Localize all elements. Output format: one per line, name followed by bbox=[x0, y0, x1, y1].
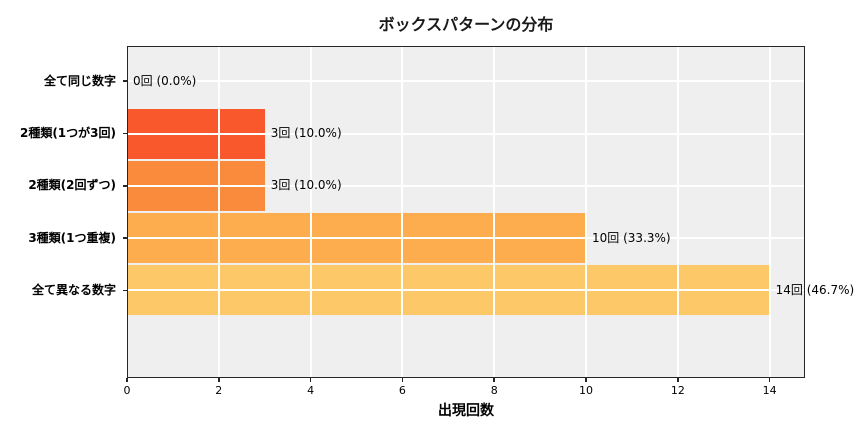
bar-value-label: 14回 (46.7%) bbox=[775, 282, 855, 297]
x-tick-mark bbox=[677, 378, 679, 382]
gridline-v bbox=[217, 46, 220, 378]
gridline-v bbox=[493, 46, 496, 378]
plot-area: 0回 (0.0%) 3回 (10.0%) 3回 (10.0%) 10回 (33.3%)… bbox=[127, 46, 854, 378]
y-tick-mark bbox=[123, 80, 127, 83]
gridline-v bbox=[585, 46, 588, 378]
gridline-v bbox=[676, 46, 679, 378]
y-tick-label: 2種類(1つが3回) bbox=[19, 126, 116, 141]
x-tick-label: 6 bbox=[398, 384, 406, 397]
gridline-v bbox=[401, 46, 404, 378]
x-tick-label: 10 bbox=[579, 384, 594, 397]
bar-value-label: 3回 (10.0%) bbox=[270, 126, 342, 141]
x-tick-label: 0 bbox=[123, 384, 131, 397]
gridline-h bbox=[127, 80, 805, 83]
x-tick-mark bbox=[126, 378, 128, 382]
y-tick-label: 3種類(1つ重複) bbox=[28, 230, 116, 245]
x-tick-mark bbox=[493, 378, 496, 382]
x-tick-mark bbox=[218, 378, 220, 382]
x-tick-label: 4 bbox=[307, 384, 315, 397]
x-axis-label: 出現回数 bbox=[438, 403, 494, 419]
gridline-h bbox=[127, 237, 805, 240]
bar-value-label: 10回 (33.3%) bbox=[592, 230, 671, 245]
bar-value-label: 0回 (0.0%) bbox=[133, 73, 197, 88]
plot-border bbox=[127, 46, 805, 378]
gridline-h bbox=[127, 184, 805, 187]
gridline-h bbox=[127, 289, 805, 292]
bar-value-label: 3回 (10.0%) bbox=[270, 178, 342, 193]
x-tick-label: 12 bbox=[670, 384, 685, 397]
y-tick-mark bbox=[123, 132, 127, 135]
y-tick-mark bbox=[123, 237, 127, 239]
y-tick-mark bbox=[123, 185, 127, 187]
gridline-h bbox=[127, 132, 805, 135]
gridline-v bbox=[309, 46, 312, 378]
x-tick-mark bbox=[309, 378, 312, 382]
x-tick-label: 8 bbox=[490, 384, 498, 397]
chart-title: ボックスパターンの分布 bbox=[378, 15, 554, 34]
x-tick-mark bbox=[585, 378, 587, 382]
y-tick-mark bbox=[123, 289, 127, 292]
x-tick-label: 14 bbox=[762, 384, 777, 397]
x-tick-mark bbox=[401, 378, 404, 382]
x-tick-mark bbox=[768, 378, 771, 382]
gridline-v bbox=[768, 46, 771, 378]
y-tick-label: 2種類(2回ずつ) bbox=[28, 178, 116, 193]
x-tick-label: 2 bbox=[215, 384, 223, 397]
y-tick-label: 全て同じ数字 bbox=[43, 73, 116, 88]
y-tick-label: 全て異なる数字 bbox=[31, 282, 116, 297]
